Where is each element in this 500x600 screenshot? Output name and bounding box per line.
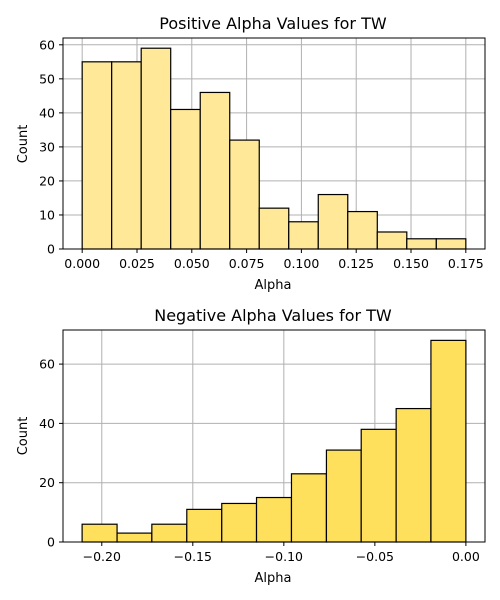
positive-histogram-bar <box>406 238 437 250</box>
positive-histogram-bar <box>170 108 201 250</box>
positive-histogram-bar <box>376 231 408 250</box>
positive-histogram-bar <box>199 91 231 250</box>
negative-x-tick-label: −0.20 <box>83 549 121 564</box>
negative-x-tick-label: −0.05 <box>356 549 394 564</box>
negative-y-tick-label: 60 <box>39 357 55 372</box>
negative-x-tick-label: −0.15 <box>174 549 212 564</box>
positive-histogram-bar <box>229 139 260 250</box>
positive-chart-title: Positive Alpha Values for TW <box>159 14 387 33</box>
negative-x-tick-label: 0.00 <box>452 549 480 564</box>
positive-x-axis-label: Alpha <box>255 278 292 293</box>
positive-alpha-panel: Positive Alpha Values for TW 0.000 0.025 0… <box>16 14 486 293</box>
positive-plot-frame <box>62 37 486 250</box>
positive-x-tick-label: 0.025 <box>119 256 155 271</box>
positive-histogram-bar <box>317 193 349 250</box>
positive-y-tick-label: 10 <box>39 207 55 222</box>
negative-histogram-bar <box>151 523 188 543</box>
negative-x-axis-label: Alpha <box>255 571 292 586</box>
negative-y-axis-label: Count <box>16 417 31 456</box>
negative-chart-title: Negative Alpha Values for TW <box>154 306 392 325</box>
positive-x-tick-label: 0.100 <box>284 256 320 271</box>
negative-plot-frame <box>62 329 486 543</box>
positive-histogram-bar <box>258 207 290 250</box>
negative-x-tick-label: −0.10 <box>265 549 303 564</box>
negative-histogram-bar <box>325 449 362 543</box>
negative-y-tick-label: 0 <box>47 535 55 550</box>
negative-histogram-bar <box>290 473 328 543</box>
positive-histogram-bar <box>111 61 142 250</box>
positive-y-tick-label: 30 <box>39 139 55 154</box>
positive-y-axis-label: Count <box>16 125 31 164</box>
negative-histogram-bar <box>255 496 293 543</box>
negative-y-tick-label: 40 <box>39 416 55 431</box>
positive-y-tick-label: 0 <box>47 242 55 257</box>
negative-x-axis: −0.20 −0.15 −0.10 −0.05 0.00 <box>83 542 480 564</box>
positive-x-tick-label: 0.175 <box>448 256 484 271</box>
negative-histogram-bar <box>221 502 258 543</box>
positive-x-tick-label: 0.050 <box>174 256 210 271</box>
positive-histogram-bar <box>347 210 378 250</box>
positive-y-tick-label: 40 <box>39 105 55 120</box>
negative-histogram-bar <box>430 339 467 543</box>
negative-bars <box>81 339 467 543</box>
positive-y-axis: 0 10 20 30 40 50 60 <box>39 37 63 257</box>
positive-x-axis: 0.000 0.025 0.050 0.075 0.100 0.125 0.150 0.175 <box>64 249 484 271</box>
negative-histogram-bar <box>186 508 223 543</box>
negative-histogram-bar <box>395 407 432 543</box>
positive-histogram-bar <box>288 221 319 250</box>
positive-y-tick-label: 50 <box>39 71 55 86</box>
positive-bars <box>81 47 467 250</box>
positive-y-tick-label: 20 <box>39 173 55 188</box>
negative-histogram-bar <box>116 532 153 543</box>
positive-x-tick-label: 0.150 <box>393 256 429 271</box>
positive-histogram-bar <box>435 238 467 250</box>
positive-x-tick-label: 0.125 <box>338 256 374 271</box>
positive-y-tick-label: 60 <box>39 37 55 52</box>
negative-histogram-bar <box>81 523 118 543</box>
positive-histogram-bar <box>140 47 172 250</box>
positive-histogram-bar <box>81 61 113 250</box>
negative-histogram-bar <box>360 428 397 543</box>
negative-y-tick-label: 20 <box>39 475 55 490</box>
negative-alpha-panel: Negative Alpha Values for TW −0.20 −0.15−… <box>16 306 486 586</box>
positive-x-tick-label: 0.000 <box>64 256 100 271</box>
positive-x-tick-label: 0.075 <box>229 256 265 271</box>
negative-y-axis: 0 20 40 60 <box>39 357 63 550</box>
